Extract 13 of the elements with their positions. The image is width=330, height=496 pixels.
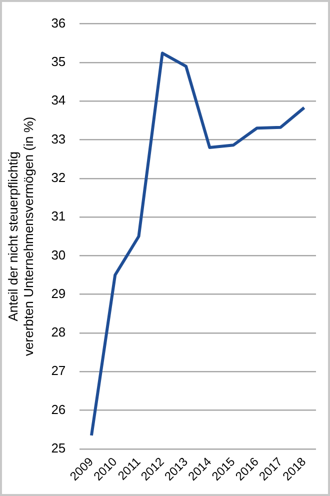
y-axis-title: Anteil der nicht steuerpflichtig vererbten Unternehmensvermögen (in %) [5,116,36,356]
y-tick-label: 25 [51,440,66,456]
y-tick-label: 32 [51,170,66,185]
y-tick-label: 34 [51,92,66,108]
y-tick-label: 31 [51,208,66,224]
y-tick-label: 28 [51,324,66,340]
y-tick-label: 33 [51,131,66,146]
y-tick-label: 27 [51,363,66,378]
y-tick-label: 26 [51,402,66,417]
y-tick-label: 30 [51,247,66,262]
y-tick-label: 36 [51,15,66,30]
y-tick-label: 35 [51,54,66,70]
y-tick-label: 29 [51,286,66,301]
